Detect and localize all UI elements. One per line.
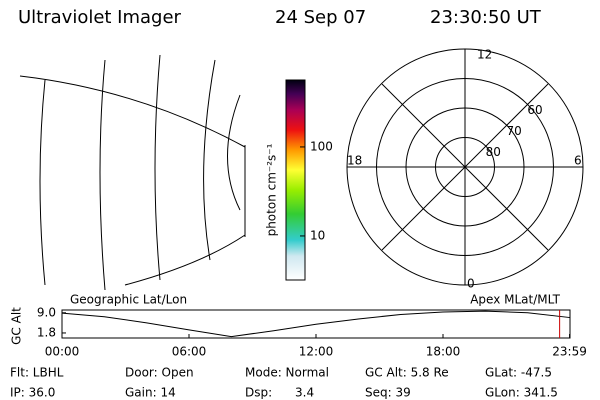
x-tick-label: 12:00 [299, 345, 334, 359]
footer-field: Flt: LBHL [10, 366, 64, 380]
footer-field: Seq: 39 [365, 386, 411, 400]
map [19, 54, 246, 291]
colorbar-tick-label: 100 [310, 139, 333, 153]
colorbar-frame [285, 79, 306, 281]
mlt-label: 18 [347, 154, 362, 168]
y-tick-label: 1.8 [37, 325, 56, 339]
footer-field: Gain: 14 [125, 386, 176, 400]
x-tick-label: 00:00 [45, 345, 80, 359]
date: 24 Sep 07 [275, 7, 366, 28]
x-tick-label: 18:00 [426, 345, 461, 359]
lat-circle [346, 48, 584, 286]
footer-field: Dsp: 3.4 [245, 386, 314, 400]
x-tick-label: 23:59 [552, 345, 587, 359]
footer-field: GLat: -47.5 [485, 366, 552, 380]
colorbar-label: photon cm⁻²s⁻¹ [265, 143, 279, 236]
lat-circle [376, 78, 554, 256]
mlt-label: 0 [467, 277, 475, 291]
lat-circle [405, 107, 525, 227]
lat-circle [435, 137, 495, 197]
series-line [61, 310, 571, 338]
x-tick-label: 06:00 [172, 345, 207, 359]
y-tick-label: 9.0 [37, 305, 56, 319]
left-label: Geographic Lat/Lon [70, 293, 187, 307]
colorbar [286, 80, 305, 280]
footer-field: Mode: Normal [245, 366, 329, 380]
footer-field: IP: 36.0 [10, 386, 55, 400]
time: 23:30:50 UT [430, 7, 542, 28]
mlt-label: 6 [574, 154, 582, 168]
footer-field: GLon: 341.5 [485, 386, 558, 400]
colorbar-tick-label: 10 [310, 228, 325, 242]
lat-label: 70 [506, 124, 521, 138]
right-label: Apex MLat/MLT [470, 293, 560, 307]
footer-field: GC Alt: 5.8 Re [365, 366, 449, 380]
footer-field: Door: Open [125, 366, 194, 380]
lat-label: 80 [486, 145, 501, 159]
title: Ultraviolet Imager [18, 7, 182, 28]
polar [347, 49, 583, 285]
y-label: GC Alt [10, 307, 24, 345]
lat-label: 60 [527, 103, 542, 117]
